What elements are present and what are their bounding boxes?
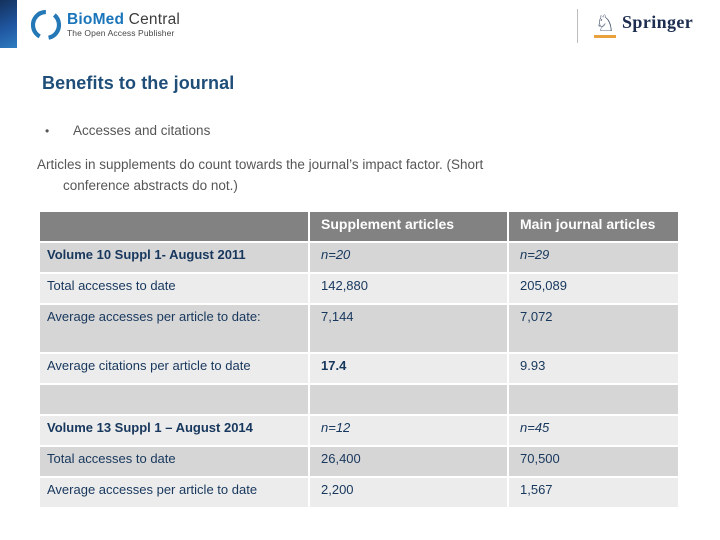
bmc-wordmark-central: Central <box>124 11 181 28</box>
table-row-average-citations: Average citations per article to date 17… <box>38 352 680 385</box>
row-label-cell: Average accesses per article to date <box>38 476 310 509</box>
bullet-marker: • <box>45 124 50 138</box>
supplement-value-cell: 142,880 <box>308 272 509 305</box>
row-label-cell <box>38 383 310 416</box>
table-row-volume10: Volume 10 Suppl 1- August 2011 n=20 n=29 <box>38 241 680 274</box>
body-paragraph-line1: Articles in supplements do count towards… <box>37 157 484 172</box>
supplement-value-cell <box>308 383 509 416</box>
table-header-row: Supplement articles Main journal article… <box>38 210 680 243</box>
main-value-cell: 9.93 <box>507 352 680 385</box>
bullet-item: • Accesses and citations <box>45 123 210 138</box>
row-label-cell: Average citations per article to date <box>38 352 310 385</box>
bullet-text: Accesses and citations <box>73 123 211 138</box>
page-title: Benefits to the journal <box>42 73 235 93</box>
table-row-total-accesses-2: Total accesses to date 26,400 70,500 <box>38 445 680 478</box>
bmc-wordmark: BioMed Central <box>67 11 181 28</box>
bmc-wordmark-biomed: BioMed <box>67 11 125 28</box>
main-value-cell: 1,567 <box>507 476 680 509</box>
table-row-volume13: Volume 13 Suppl 1 – August 2014 n=12 n=4… <box>38 414 680 447</box>
supplement-value-cell: n=20 <box>308 241 509 274</box>
row-label-cell: Volume 13 Suppl 1 – August 2014 <box>38 414 310 447</box>
col-header-empty <box>38 210 310 243</box>
supplement-value-cell: 26,400 <box>308 445 509 478</box>
access-citation-table: Supplement articles Main journal article… <box>38 210 680 509</box>
main-value-cell <box>507 383 680 416</box>
chess-knight-icon: ♘ <box>594 10 616 36</box>
row-label-cell: Volume 10 Suppl 1- August 2011 <box>38 241 310 274</box>
main-value-cell: n=29 <box>507 241 680 274</box>
main-value-cell: 205,089 <box>507 272 680 305</box>
supplement-value-cell: n=12 <box>308 414 509 447</box>
springer-orange-underline <box>594 35 616 38</box>
bmc-open-circle-icon <box>30 9 62 41</box>
header-divider-line <box>577 9 578 43</box>
body-paragraph: Articles in supplements do count towards… <box>37 154 637 196</box>
col-header-supplement: Supplement articles <box>308 210 509 243</box>
table-row-total-accesses-1: Total accesses to date 142,880 205,089 <box>38 272 680 305</box>
main-value-cell: 70,500 <box>507 445 680 478</box>
springer-logo: ♘ Springer <box>594 11 693 38</box>
row-label-cell: Total accesses to date <box>38 445 310 478</box>
main-value-cell: 7,072 <box>507 303 680 354</box>
supplement-value-cell: 7,144 <box>308 303 509 354</box>
supplement-value-cell: 2,200 <box>308 476 509 509</box>
biomed-central-logo: BioMed Central The Open Access Publisher <box>28 6 180 43</box>
col-header-main: Main journal articles <box>507 210 680 243</box>
row-label-cell: Total accesses to date <box>38 272 310 305</box>
row-label-cell: Average accesses per article to date: <box>38 303 310 354</box>
corner-accent-bar <box>0 0 17 48</box>
main-value-cell: n=45 <box>507 414 680 447</box>
body-paragraph-line2: conference abstracts do not.) <box>63 178 238 193</box>
springer-wordmark: Springer <box>622 12 694 32</box>
table-row-spacer <box>38 383 680 416</box>
bmc-tagline: The Open Access Publisher <box>67 28 175 39</box>
table-row-average-accesses-1: Average accesses per article to date: 7,… <box>38 303 680 354</box>
supplement-value-cell: 17.4 <box>308 352 509 385</box>
table-row-average-accesses-2: Average accesses per article to date 2,2… <box>38 476 680 509</box>
